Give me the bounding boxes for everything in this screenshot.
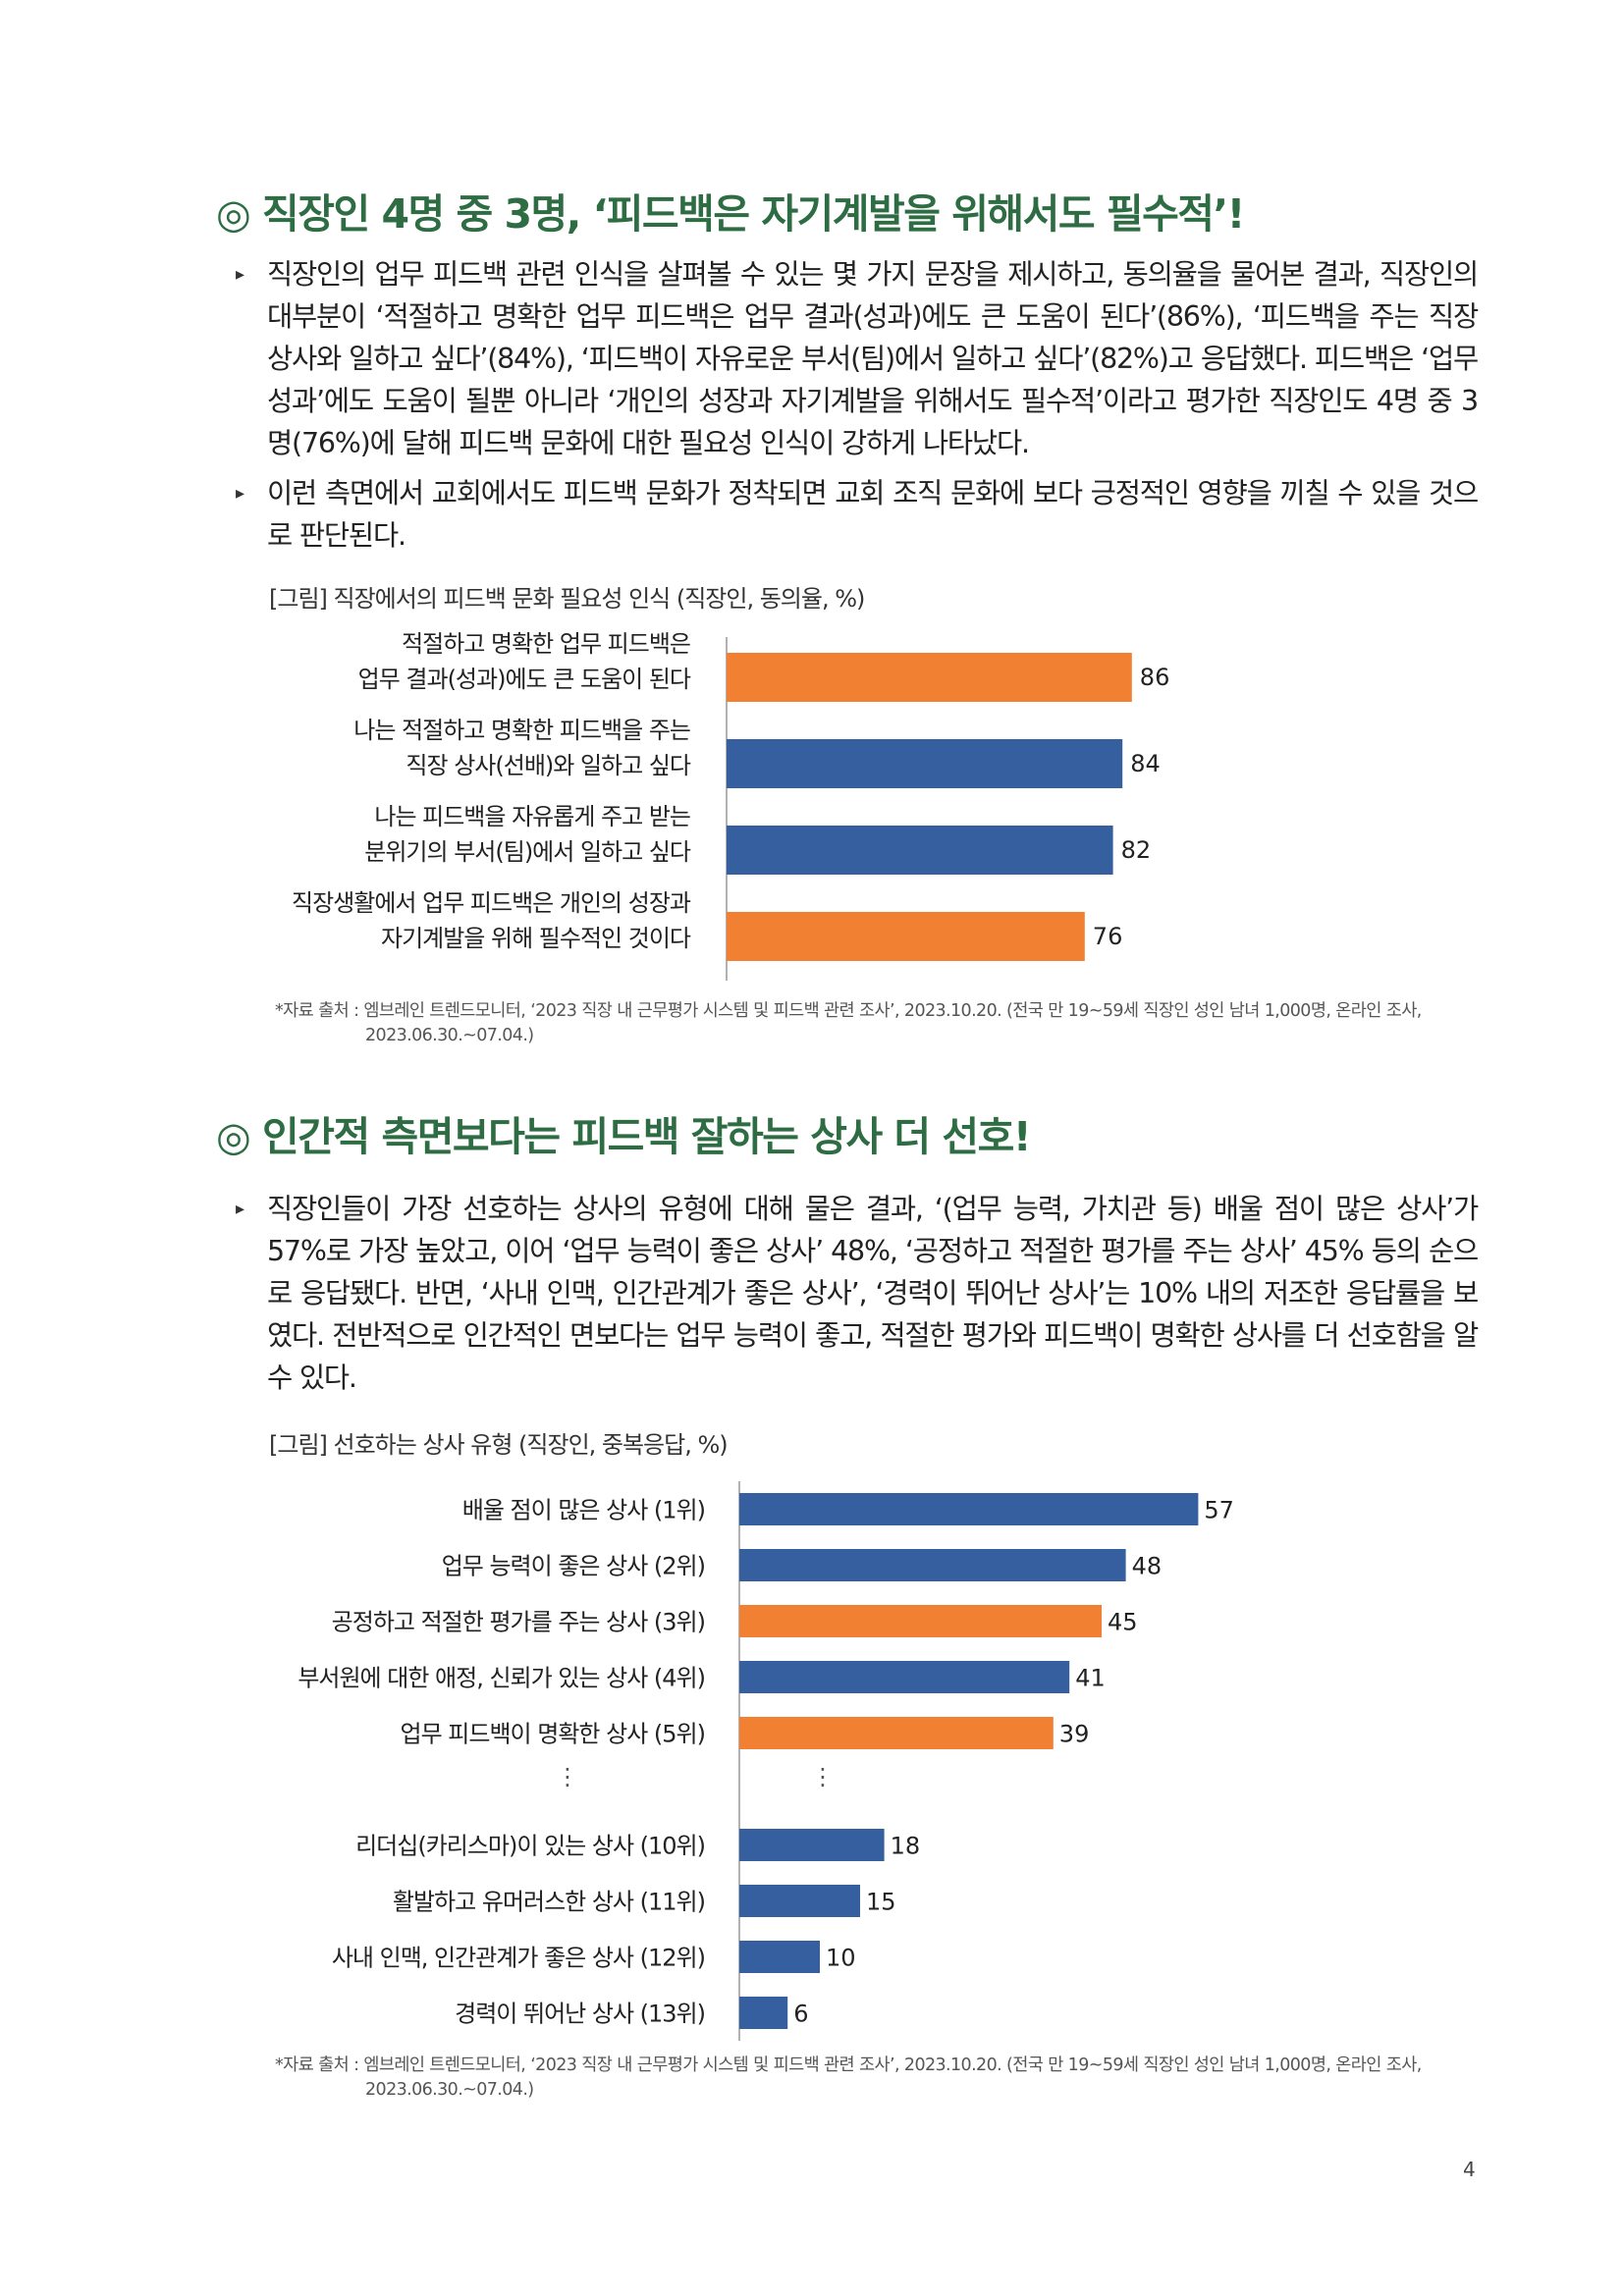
bullet-list: 직장인들이 가장 선호하는 상사의 유형에 대해 물은 결과, ‘(업무 능력,… — [236, 1188, 1479, 1407]
chart-value-label: 6 — [793, 2001, 808, 2028]
chart-category-label: 공정하고 적절한 평가를 주는 상사 (3위) — [332, 1609, 705, 1636]
chart-bar — [727, 653, 1132, 702]
chart-category-label: 분위기의 부서(팀)에서 일하고 싶다 — [364, 838, 691, 866]
chart-category-label: 업무 결과(성과)에도 큰 도움이 된다 — [358, 666, 691, 693]
bullet-paragraph: 이런 측면에서 교회에서도 피드백 문화가 정착되면 교회 조직 문화에 보다 … — [236, 472, 1479, 557]
chart-value-label: 10 — [826, 1945, 856, 1972]
chart-gap-marker: ⋮ — [556, 1763, 579, 1790]
chart-category-label: 직장 상사(선배)와 일하고 싶다 — [406, 752, 690, 779]
chart-bar — [739, 1493, 1199, 1525]
chart-value-label: 86 — [1140, 664, 1170, 691]
chart-category-label: 부서원에 대한 애정, 신뢰가 있는 상사 (4위) — [298, 1665, 705, 1692]
chart-value-label: 41 — [1075, 1665, 1106, 1692]
bullet-paragraph: 직장인들이 가장 선호하는 상사의 유형에 대해 물은 결과, ‘(업무 능력,… — [236, 1188, 1479, 1399]
section-title: ◎ 인간적 측면보다는 피드백 잘하는 상사 더 선호! — [216, 1113, 1032, 1160]
chart-category-label: 리더십(카리스마)이 있는 상사 (10위) — [355, 1833, 705, 1860]
section-title: ◎ 직장인 4명 중 3명, ‘피드백은 자기계발을 위해서도 필수적’! — [216, 190, 1245, 238]
page-number: 4 — [1463, 2158, 1476, 2181]
chart-category-label: 업무 피드백이 명확한 상사 (5위) — [401, 1721, 705, 1748]
chart-bar — [739, 1885, 860, 1917]
chart-category-label: 경력이 뛰어난 상사 (13위) — [455, 2001, 705, 2028]
chart-value-label: 39 — [1059, 1721, 1090, 1748]
chart-value-label: 82 — [1121, 836, 1152, 864]
chart-category-label: 적절하고 명확한 업무 피드백은 — [402, 630, 690, 658]
chart-category-label: 자기계발을 위해 필수적인 것이다 — [381, 925, 691, 952]
chart-bar — [727, 912, 1085, 961]
chart-category-label: 나는 적절하고 명확한 피드백을 주는 — [353, 717, 690, 744]
chart-value-label: 15 — [866, 1889, 896, 1916]
chart-category-label: 사내 인맥, 인간관계가 좋은 상사 (12위) — [332, 1945, 705, 1972]
source-line: *자료 출처 : 엠브레인 트렌드모니터, ‘2023 직장 내 근무평가 시스… — [275, 1001, 1422, 1021]
chart-category-label: 직장생활에서 업무 피드백은 개인의 성장과 — [292, 889, 691, 917]
chart-bar — [739, 1605, 1102, 1637]
chart-category-label: 업무 능력이 좋은 상사 (2위) — [442, 1553, 705, 1580]
chart-category-label: 활발하고 유머러스한 상사 (11위) — [393, 1889, 705, 1916]
chart-value-label: 57 — [1204, 1497, 1234, 1524]
chart-category-label: 나는 피드백을 자유롭게 주고 받는 — [374, 803, 690, 830]
source-note: *자료 출처 : 엠브레인 트렌드모니터, ‘2023 직장 내 근무평가 시스… — [275, 999, 1502, 1048]
chart-bar — [727, 739, 1123, 788]
chart-bar — [739, 1941, 820, 1973]
source-line: 2023.06.30.~07.04.) — [365, 2080, 534, 2100]
chart-value-label: 45 — [1108, 1609, 1138, 1636]
chart-bar — [739, 1997, 788, 2029]
chart-bar — [739, 1829, 885, 1861]
chart-bar — [739, 1549, 1126, 1581]
bullet-list: 직장인의 업무 피드백 관련 인식을 살펴볼 수 있는 몇 가지 문장을 제시하… — [236, 253, 1479, 564]
chart-value-label: 48 — [1132, 1553, 1163, 1580]
source-note: *자료 출처 : 엠브레인 트렌드모니터, ‘2023 직장 내 근무평가 시스… — [275, 2054, 1502, 2103]
figure-caption: [그림] 직장에서의 피드백 문화 필요성 인식 (직장인, 동의율, %) — [269, 585, 865, 613]
source-line: *자료 출처 : 엠브레인 트렌드모니터, ‘2023 직장 내 근무평가 시스… — [275, 2056, 1422, 2075]
chart-value-label: 76 — [1093, 923, 1123, 950]
source-line: 2023.06.30.~07.04.) — [365, 1026, 534, 1045]
chart-category-label: 배울 점이 많은 상사 (1위) — [462, 1497, 705, 1524]
chart-gap-marker: ⋮ — [811, 1763, 835, 1790]
chart-value-label: 84 — [1130, 750, 1161, 777]
chart-bar — [739, 1717, 1054, 1749]
chart-bar — [727, 826, 1113, 875]
bullet-paragraph: 직장인의 업무 피드백 관련 인식을 살펴볼 수 있는 몇 가지 문장을 제시하… — [236, 253, 1479, 464]
chart-value-label: 18 — [891, 1833, 921, 1860]
chart-bar — [739, 1661, 1070, 1693]
figure-caption: [그림] 선호하는 상사 유형 (직장인, 중복응답, %) — [269, 1431, 729, 1459]
